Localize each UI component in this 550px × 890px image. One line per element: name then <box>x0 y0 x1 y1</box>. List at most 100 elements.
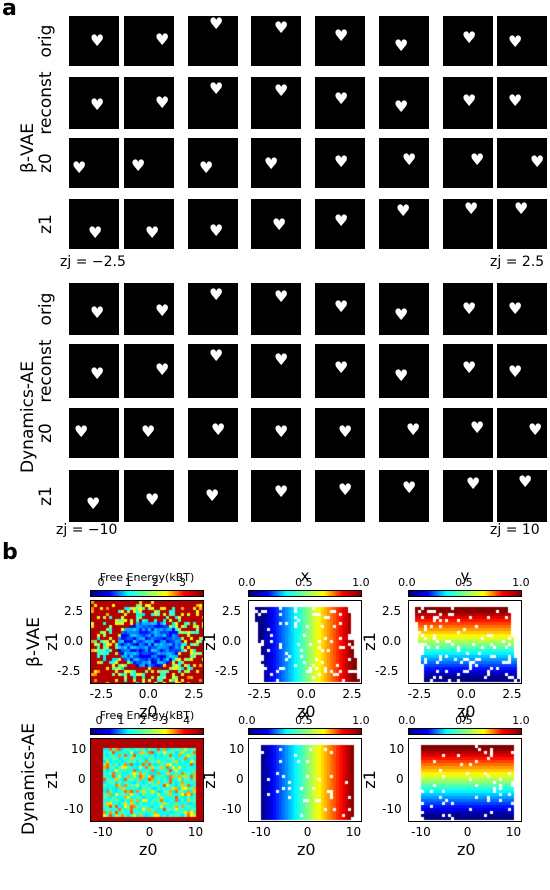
heart-icon: ♥ <box>209 14 224 33</box>
heart-icon: ♥ <box>209 79 224 98</box>
colorbar <box>90 728 204 735</box>
image-cell: ♥ <box>379 138 429 188</box>
heart-icon: ♥ <box>396 201 411 220</box>
panel-letter-a: a <box>2 0 17 21</box>
colorbar-title: Free Energy(kBT) <box>99 571 195 584</box>
image-cell: ♥ <box>315 283 365 335</box>
heatmap-beta-vae-free-energy <box>90 600 204 684</box>
image-cell: ♥ <box>124 16 174 66</box>
y-axis-label: z1 <box>359 770 379 789</box>
heart-icon: ♥ <box>508 362 523 381</box>
image-cell: ♥ <box>69 77 119 129</box>
heart-icon: ♥ <box>209 285 224 304</box>
colorbar-tick-label: 0.5 <box>455 576 473 589</box>
x-tick-label: -2.5 <box>247 687 272 701</box>
row-label-beta-vae-z1: z1 <box>36 214 56 234</box>
group-label-beta-vae: β-VAE <box>18 123 38 173</box>
group-label-dynamics-ae: Dynamics-AE <box>18 361 38 473</box>
x-tick-label: 2.5 <box>502 687 522 701</box>
heart-icon: ♥ <box>141 422 156 441</box>
heart-icon: ♥ <box>209 221 224 240</box>
colorbar-tick-label: 2 <box>139 714 147 727</box>
y-tick-label: 0 <box>236 772 244 786</box>
image-cell: ♥ <box>69 408 119 458</box>
y-tick-label: -2.5 <box>215 664 239 679</box>
heart-icon: ♥ <box>394 36 409 55</box>
image-cell: ♥ <box>69 344 119 398</box>
image-cell: ♥ <box>497 283 547 335</box>
image-cell: ♥ <box>379 283 429 335</box>
colorbar-title: Free Energy(kBT) <box>99 709 195 722</box>
x-tick-label: -2.5 <box>89 687 114 701</box>
heatmap-canvas <box>91 739 203 821</box>
image-cell: ♥ <box>251 470 301 522</box>
x-tick-label: -2.5 <box>407 687 432 701</box>
image-cell: ♥ <box>188 16 238 66</box>
image-cell: ♥ <box>443 77 493 129</box>
x-tick-label: 10 <box>187 825 204 839</box>
heart-icon: ♥ <box>402 478 417 497</box>
y-axis-label: z1 <box>359 632 379 651</box>
heart-icon: ♥ <box>466 474 481 493</box>
heart-icon: ♥ <box>274 287 289 306</box>
heart-icon: ♥ <box>155 301 170 320</box>
heart-icon: ♥ <box>462 28 477 47</box>
image-cell: ♥ <box>69 283 119 335</box>
x-tick-label: 0.0 <box>138 687 158 701</box>
range-left-dynamics-ae: zj = −10 <box>56 522 118 538</box>
image-cell: ♥ <box>315 77 365 129</box>
range-left-beta-vae: zj = −2.5 <box>60 254 126 270</box>
y-tick-label: 0.0 <box>64 634 84 648</box>
heart-icon: ♥ <box>274 482 289 501</box>
image-cell: ♥ <box>188 408 238 458</box>
y-tick-label: -2.5 <box>57 664 81 679</box>
image-cell: ♥ <box>443 16 493 66</box>
image-cell: ♥ <box>443 283 493 335</box>
y-tick-label: 10 <box>71 741 87 756</box>
colorbar-tick-label: 0 <box>97 576 105 589</box>
heart-icon: ♥ <box>274 422 289 441</box>
colorbar-tick-label: 0.0 <box>398 576 416 589</box>
image-cell: ♥ <box>69 16 119 66</box>
heart-icon: ♥ <box>334 26 349 45</box>
image-cell: ♥ <box>124 138 174 188</box>
panel-b-row-label-dynamics-ae: Dynamics-AE <box>19 723 39 835</box>
x-tick-label: 10 <box>345 825 362 839</box>
image-cell: ♥ <box>497 344 547 398</box>
colorbar-tick-label: 1 <box>117 714 125 727</box>
heart-icon: ♥ <box>334 297 349 316</box>
image-cell: ♥ <box>497 16 547 66</box>
heart-icon: ♥ <box>338 422 353 441</box>
colorbar-tick-label: 0.0 <box>238 714 256 727</box>
heart-icon: ♥ <box>209 346 224 365</box>
heatmap-canvas <box>91 601 203 683</box>
x-tick-label: 0 <box>145 825 154 839</box>
y-tick-label: 2.5 <box>64 603 84 618</box>
heart-icon: ♥ <box>334 89 349 108</box>
x-tick-label: 0 <box>463 825 472 839</box>
colorbar <box>408 728 522 735</box>
x-tick-label: 10 <box>505 825 522 839</box>
colorbar-title: x <box>300 705 310 723</box>
y-tick-label: 10 <box>389 741 405 756</box>
y-tick-label: 0 <box>396 772 404 786</box>
y-tick-label: 2.5 <box>222 603 242 618</box>
heart-icon: ♥ <box>155 360 170 379</box>
image-cell: ♥ <box>443 470 493 522</box>
heart-icon: ♥ <box>131 156 146 175</box>
image-cell: ♥ <box>443 138 493 188</box>
heart-icon: ♥ <box>274 350 289 369</box>
image-cell: ♥ <box>497 408 547 458</box>
heatmap-beta-vae-y <box>408 600 522 684</box>
heart-icon: ♥ <box>264 154 279 173</box>
heart-icon: ♥ <box>470 418 485 437</box>
heart-icon: ♥ <box>145 490 160 509</box>
heart-icon: ♥ <box>508 32 523 51</box>
y-tick-label: -10 <box>222 802 242 817</box>
range-right-beta-vae: zj = 2.5 <box>490 254 545 270</box>
image-cell: ♥ <box>315 470 365 522</box>
image-cell: ♥ <box>69 199 119 249</box>
colorbar-tick-label: 0.0 <box>398 714 416 727</box>
image-cell: ♥ <box>124 344 174 398</box>
colorbar-tick-label: 1.0 <box>352 576 370 589</box>
